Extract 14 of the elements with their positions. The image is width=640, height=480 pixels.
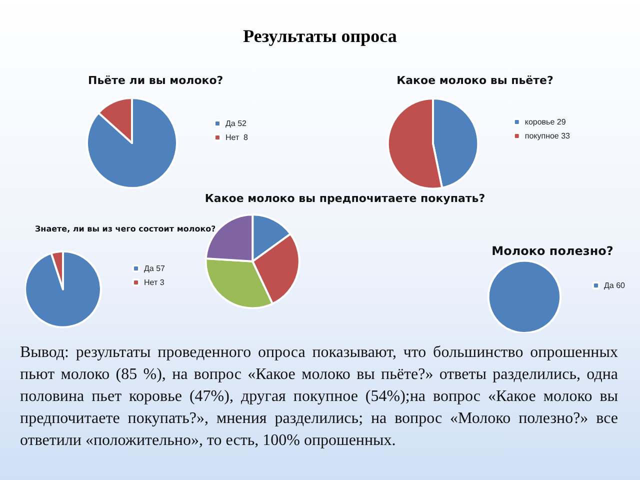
legend-label: коровье 29 — [524, 118, 566, 126]
legend-label: Да 60 — [604, 281, 626, 290]
legend-label: покупное 33 — [524, 132, 571, 140]
chart-title: Знаете, ли вы из чего состоит молоко? — [35, 224, 216, 234]
legend-label: Нет 8 — [225, 133, 249, 142]
chart-title: Пьёте ли вы молоко? — [88, 74, 224, 87]
text: Какое молоко вы предпочитаете покупать? — [204, 192, 486, 205]
legend-label: Да 52 — [225, 119, 248, 128]
chart-title: Какое молоко вы пьёте? — [396, 74, 554, 87]
legend-label: Да 57 — [144, 264, 166, 273]
text: Вывод: результаты проведенного опроса показывают, что большинство опрошенных пьют молоко (85 %), на вопрос «Какое молоко вы пьёте?» ответы разделились, одна половина пьет коровье (47%), другая покупное (54%);на вопрос «Какое молоко вы предпочитаете покупать?», мнения разделились; на вопрос «Молоко полезно?» все ответили «положительно», то есть, 100% опрошенных. — [20, 343, 618, 451]
legend-label: Нет 3 — [144, 278, 165, 287]
text: Результаты опроса — [242, 26, 398, 47]
chart-title: Молоко полезно? — [492, 244, 614, 258]
